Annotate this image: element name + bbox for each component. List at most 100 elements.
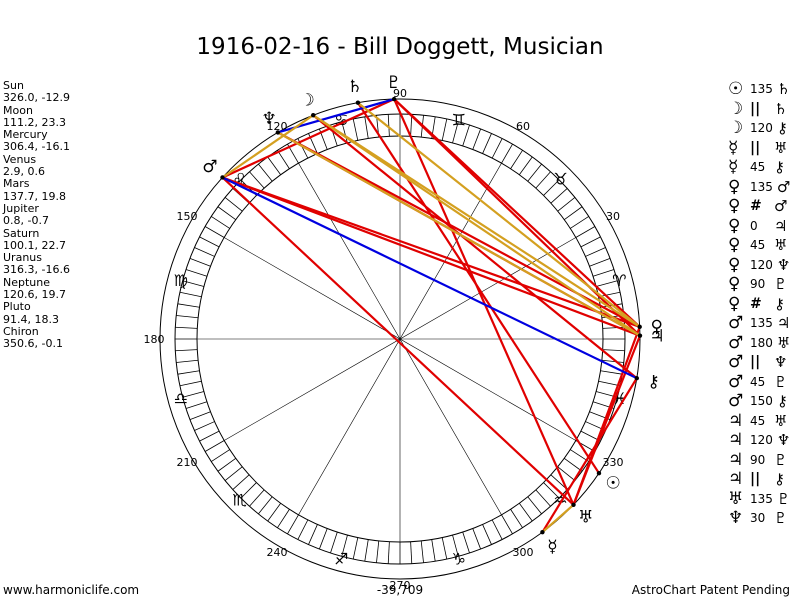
planet-name: Mercury: [3, 128, 48, 142]
planet-glyph: ⚷: [647, 372, 659, 392]
degree-tick: [287, 514, 299, 535]
degree-tick: [600, 370, 623, 375]
zodiac-sign: ♈: [612, 271, 626, 290]
degree-tick: [441, 537, 448, 560]
planet-position: 316.3, -16.6: [3, 263, 70, 277]
degree-tick: [589, 257, 611, 267]
aspect-planet-2: ♃: [776, 314, 791, 332]
aspect-list: ☉ 135 ♄ ☽ || ♄ ☽ 120 ⚷ ☿ || ♅ ☿ 45 ⚷ ♀ 135 ♂ ♀ # ♂ ♀ 0 ♃ ♀ 45 ♅ ♀ 12…: [728, 79, 799, 529]
aspect-angle: #: [750, 198, 762, 214]
aspect-line: [541, 503, 575, 534]
degree-tick: [452, 534, 459, 557]
aspect-row: ♀ 45 ♅: [728, 235, 799, 256]
aspect-angle: 135: [750, 82, 773, 96]
planet-name: Saturn: [3, 226, 40, 240]
degree-tick: [182, 391, 205, 398]
planet-name: Jupiter: [3, 201, 39, 215]
degree-tick: [563, 206, 583, 221]
aspect-row: ♃ 90 ♇: [728, 450, 799, 471]
aspect-planet-1: ♀: [728, 293, 741, 314]
aspect-line: [222, 176, 641, 328]
degree-tick: [179, 380, 202, 387]
aspect-planet-2: ♄: [774, 99, 788, 118]
aspect-planet-2: ⚷: [774, 470, 785, 488]
degree-tick: [177, 303, 200, 308]
degree-tick: [258, 163, 273, 182]
degree-tick: [258, 496, 273, 515]
degree-tick: [580, 236, 601, 248]
aspect-row: ☽ 120 ⚷: [728, 118, 799, 139]
degree-tick: [204, 440, 225, 452]
planet-position: 120.6, 19.7: [3, 288, 66, 302]
degree-label: 270: [390, 579, 411, 592]
degree-tick: [176, 359, 199, 363]
degree-tick: [543, 482, 560, 499]
degree-tick: [420, 540, 424, 563]
degree-label: 150: [176, 210, 197, 223]
planet-position: 350.6, -0.1: [3, 337, 63, 351]
aspect-row: ♀ 90 ♇: [728, 274, 799, 295]
aspect-line: [221, 114, 314, 179]
degree-tick: [601, 359, 624, 363]
aspect-line: [277, 131, 641, 337]
aspect-planet-2: ♅: [774, 236, 788, 254]
aspect-planet-2: ♄: [776, 80, 791, 98]
degree-tick: [277, 509, 290, 528]
degree-tick: [224, 197, 243, 212]
degree-tick: [232, 474, 250, 490]
aspect-angle: 180: [750, 335, 773, 350]
aspect-planet-2: ♆: [776, 255, 791, 274]
aspect-planet-1: ♀: [728, 196, 741, 216]
degree-tick: [482, 133, 492, 154]
degree-tick: [510, 509, 523, 528]
degree-tick: [204, 226, 225, 238]
aspect-row: ♂ 135 ♃: [728, 313, 799, 334]
degree-tick: [602, 349, 625, 352]
aspect-row: ☉ 135 ♄: [728, 79, 799, 100]
aspect-planet-2: ♅: [774, 411, 788, 430]
aspect-line: [393, 98, 575, 506]
aspect-row: ♂ 180 ♅: [728, 333, 799, 354]
degree-tick: [330, 531, 338, 554]
degree-tick: [482, 524, 492, 545]
aspect-planet-2: ⚷: [774, 294, 785, 313]
degree-label: 60: [516, 120, 530, 133]
aspect-line: [221, 176, 575, 506]
planet-position: 137.7, 19.8: [3, 189, 66, 203]
degree-tick: [570, 449, 589, 462]
zodiac-sign: ♎: [174, 389, 188, 408]
degree-tick: [175, 349, 198, 352]
aspect-planet-1: ☿: [728, 137, 739, 158]
planet-name: Pluto: [3, 300, 31, 314]
degree-tick: [249, 171, 265, 189]
degree-tick: [189, 257, 211, 267]
aspect-planet-2: ♅: [776, 333, 791, 352]
degree-tick: [352, 118, 359, 141]
degree-tick: [527, 496, 542, 515]
degree-tick: [194, 247, 215, 257]
degree-tick: [518, 502, 533, 522]
outer-ring: [159, 98, 641, 580]
degree-tick: [557, 197, 576, 212]
degree-tick: [364, 116, 369, 139]
aspect-planet-1: ☉: [728, 79, 744, 99]
aspect-planet-1: ♀: [728, 235, 741, 255]
degree-tick: [543, 179, 560, 196]
planet-glyph: ♅: [578, 508, 593, 528]
planet-name: Uranus: [3, 251, 42, 265]
aspect-planet-1: ♆: [728, 508, 744, 528]
degree-tick: [175, 326, 198, 329]
aspect-angle: 135: [750, 179, 773, 194]
degree-tick: [501, 514, 513, 535]
degree-label: 210: [176, 456, 197, 469]
aspect-row: ♀ 120 ♆: [728, 255, 799, 276]
degree-tick: [387, 541, 390, 564]
chart-title: 1916-02-16 - Bill Doggett, Musician: [196, 34, 604, 60]
planet-position: 306.4, -16.1: [3, 140, 70, 154]
planet-glyph: ♇: [386, 73, 401, 93]
degree-tick: [472, 528, 482, 550]
degree-tick: [352, 537, 359, 560]
degree-tick: [491, 519, 503, 540]
planet-position: 91.4, 18.3: [3, 312, 59, 326]
aspect-planet-1: ☿: [728, 157, 739, 177]
